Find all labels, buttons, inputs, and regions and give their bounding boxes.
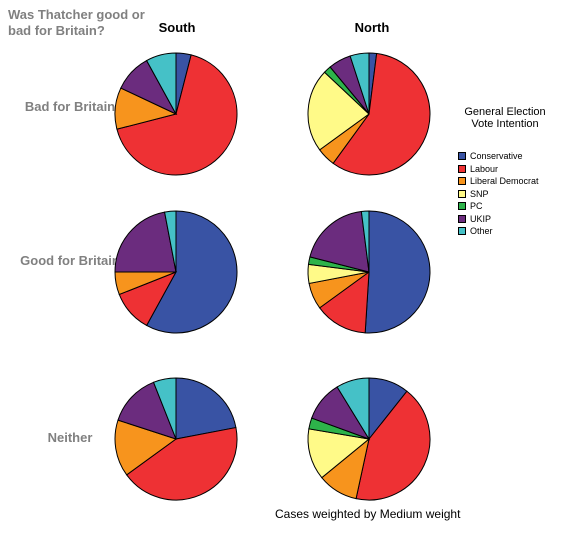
pie-bad-for-britain-south (114, 52, 238, 176)
pie-slice-snp (307, 428, 371, 479)
legend-item-pc: PC (458, 200, 483, 212)
legend-item-snp: SNP (458, 188, 489, 200)
pie-slice-conservative (175, 377, 237, 440)
column-header-south: South (158, 20, 196, 35)
legend-title: General Election Vote Intention (464, 106, 546, 130)
legend-swatch (458, 227, 466, 235)
legend-swatch (458, 214, 466, 223)
legend-swatch (458, 177, 466, 185)
pie-slice-conservative (364, 210, 431, 334)
pie-good-for-britain-north (307, 210, 431, 334)
legend-label: PC (470, 201, 483, 211)
pie-neither-south (114, 377, 238, 501)
legend-label: Other (470, 226, 493, 236)
legend-item-ukip: UKIP (458, 213, 491, 225)
pie-slice-other (163, 210, 177, 273)
legend-item-conservative: Conservative (458, 150, 523, 162)
legend-item-liberal-democrat: Liberal Democrat (458, 175, 539, 187)
row-header-bad: Bad for Britain (24, 99, 116, 114)
pie-slice-labour (125, 426, 238, 501)
pie-slice-ukip (117, 381, 177, 440)
pie-slice-ukip (114, 211, 177, 273)
pie-good-for-britain-south (114, 210, 238, 334)
legend-item-labour: Labour (458, 163, 498, 175)
pie-slice-other (152, 377, 177, 440)
pie-slice-liberal-democrat (114, 419, 178, 476)
legend-label: UKIP (470, 213, 492, 224)
pie-slice-labour (318, 270, 370, 334)
legend-swatch (458, 164, 466, 173)
legend-label: SNP (470, 188, 489, 199)
legend-swatch (458, 152, 466, 160)
legend-label: Labour (470, 163, 499, 174)
pie-neither-north (307, 377, 431, 501)
pie-bad-for-britain-north (307, 52, 431, 176)
pie-slice-other (145, 52, 177, 115)
row-header-good: Good for Britain (20, 253, 120, 268)
legend-swatch (458, 189, 466, 198)
column-header-north: North (354, 20, 390, 35)
pie-slice-other (336, 377, 370, 441)
pie-slice-other (349, 52, 370, 115)
chart-title: Was Thatcher good or bad for Britain? (8, 7, 145, 38)
pie-slice-labour (355, 390, 431, 501)
legend-label: Liberal Democrat (470, 176, 539, 186)
pie-slice-conservative (145, 210, 238, 334)
legend-label: Conservative (470, 151, 523, 161)
legend-item-other: Other (458, 225, 493, 237)
legend-swatch (458, 202, 466, 210)
pie-slice-ukip (309, 210, 370, 273)
pie-slice-snp (307, 71, 370, 151)
pie-slice-other (360, 210, 370, 273)
footnote: Cases weighted by Medium weight (275, 507, 461, 521)
pie-slice-labour (332, 52, 431, 176)
row-header-neither: Neither (47, 430, 93, 445)
